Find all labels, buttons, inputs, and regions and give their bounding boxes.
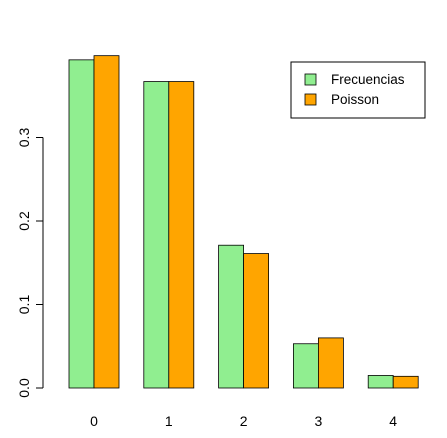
y-tick-label: 0.0 (16, 378, 32, 398)
legend-label-poisson: Poisson (331, 92, 379, 107)
legend: Frecuencias Poisson (290, 61, 426, 119)
legend-swatch-poisson (304, 93, 317, 106)
x-tick-label: 0 (90, 413, 98, 429)
bar-poisson-4 (392, 375, 419, 389)
y-axis: 0.0 0.1 0.2 0.3 (16, 128, 44, 398)
x-tick-label: 2 (240, 413, 248, 429)
x-tick-label: 1 (165, 413, 173, 429)
y-tick-label: 0.3 (16, 128, 32, 148)
x-tick-label: 4 (389, 413, 397, 429)
bar-frecuencias-2 (218, 244, 245, 389)
legend-label-frecuencias: Frecuencias (331, 72, 405, 87)
bar-frecuencias-1 (143, 81, 170, 389)
bar-poisson-0 (93, 55, 120, 389)
x-axis-labels: 0 1 2 3 4 (90, 413, 397, 429)
legend-swatch-frecuencias (304, 73, 317, 86)
bar-frecuencias-0 (68, 59, 95, 389)
bar-frecuencias-4 (367, 375, 394, 389)
bar-poisson-3 (317, 337, 344, 389)
bar-poisson-1 (168, 81, 195, 389)
bar-frecuencias-3 (292, 343, 319, 389)
bar-poisson-2 (243, 253, 270, 389)
y-tick-label: 0.1 (16, 295, 32, 315)
bars-group (68, 55, 419, 389)
x-tick-label: 3 (315, 413, 323, 429)
y-tick-label: 0.2 (16, 211, 32, 231)
legend-box (290, 61, 426, 119)
